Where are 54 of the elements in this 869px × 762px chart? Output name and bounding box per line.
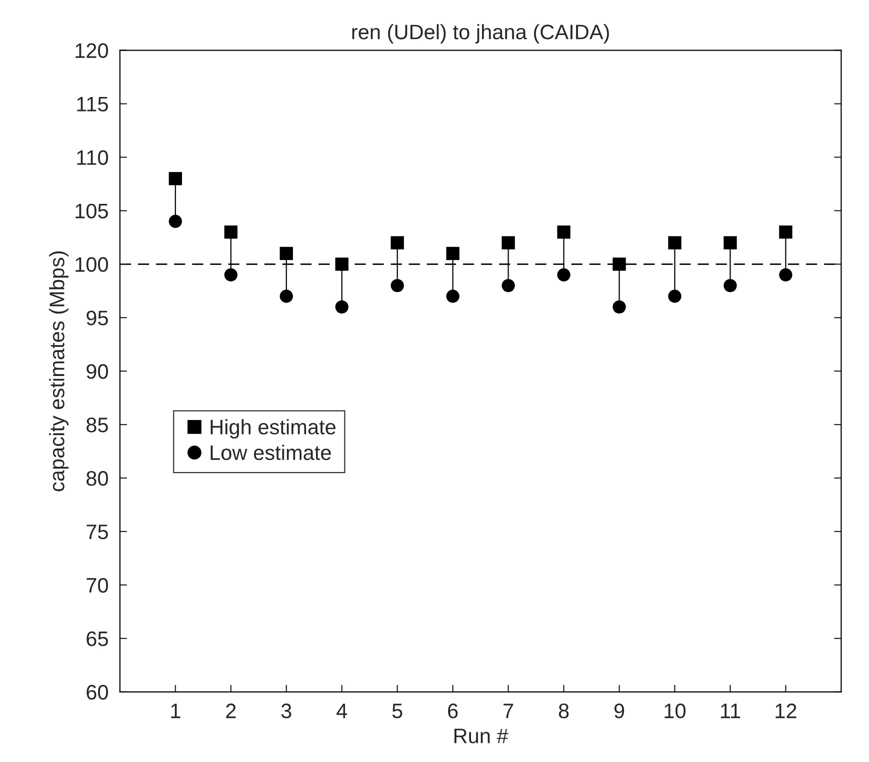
point xyxy=(557,268,570,282)
y-tick-label: 65 xyxy=(86,631,108,646)
point xyxy=(280,246,293,260)
y-tick-label: 90 xyxy=(86,364,108,379)
point xyxy=(668,290,682,303)
point xyxy=(168,172,182,186)
y-tick-label: 115 xyxy=(77,96,108,112)
point xyxy=(557,225,570,239)
y-tick-label: 120 xyxy=(76,43,108,58)
x-tick-label: 5 xyxy=(392,704,402,718)
legend-label: Low estimate xyxy=(210,444,331,460)
point xyxy=(335,258,348,271)
x-tick-label: 9 xyxy=(614,704,624,718)
x-tick-label: 12 xyxy=(776,704,796,718)
x-tick-label: 4 xyxy=(336,704,348,718)
point xyxy=(502,236,515,250)
x-tick-label: 1 xyxy=(171,704,180,718)
y-tick-label: 80 xyxy=(86,471,108,486)
point xyxy=(502,278,515,292)
point xyxy=(168,214,182,228)
y-tick-label: 105 xyxy=(76,204,108,218)
legend-label: High estimate xyxy=(210,419,336,439)
point xyxy=(779,268,792,282)
point xyxy=(724,278,737,292)
point xyxy=(224,225,238,239)
y-tick-label: 75 xyxy=(86,524,108,540)
x-tick-label: 6 xyxy=(448,704,458,718)
y-tick-label: 95 xyxy=(86,310,108,326)
x-tick-label: 10 xyxy=(664,704,686,718)
y-tick-label: 60 xyxy=(86,684,108,700)
x-tick-label: 11 xyxy=(721,704,740,718)
point xyxy=(335,300,348,314)
point xyxy=(446,290,460,303)
point xyxy=(390,236,404,250)
x-tick-label: 7 xyxy=(504,704,514,718)
point xyxy=(612,258,626,271)
point xyxy=(224,268,238,282)
y-tick-label: 70 xyxy=(86,578,108,593)
point xyxy=(724,236,737,250)
point xyxy=(390,278,404,292)
point xyxy=(779,225,792,239)
point xyxy=(280,290,293,303)
x-axis-title: Run # xyxy=(454,728,508,744)
point xyxy=(612,300,626,314)
point xyxy=(446,246,460,260)
y-tick-label: 85 xyxy=(86,418,108,432)
chart-title: ren (UDel) to jhana (CAIDA) xyxy=(352,24,609,44)
y-tick-label: 110 xyxy=(77,150,108,165)
x-tick-label: 8 xyxy=(558,704,569,718)
x-tick-label: 2 xyxy=(226,704,236,718)
x-tick-label: 3 xyxy=(281,704,292,718)
y-axis-title: capacity estimates (Mbps) xyxy=(49,251,68,492)
y-tick-label: 100 xyxy=(76,257,108,272)
point xyxy=(668,236,682,250)
